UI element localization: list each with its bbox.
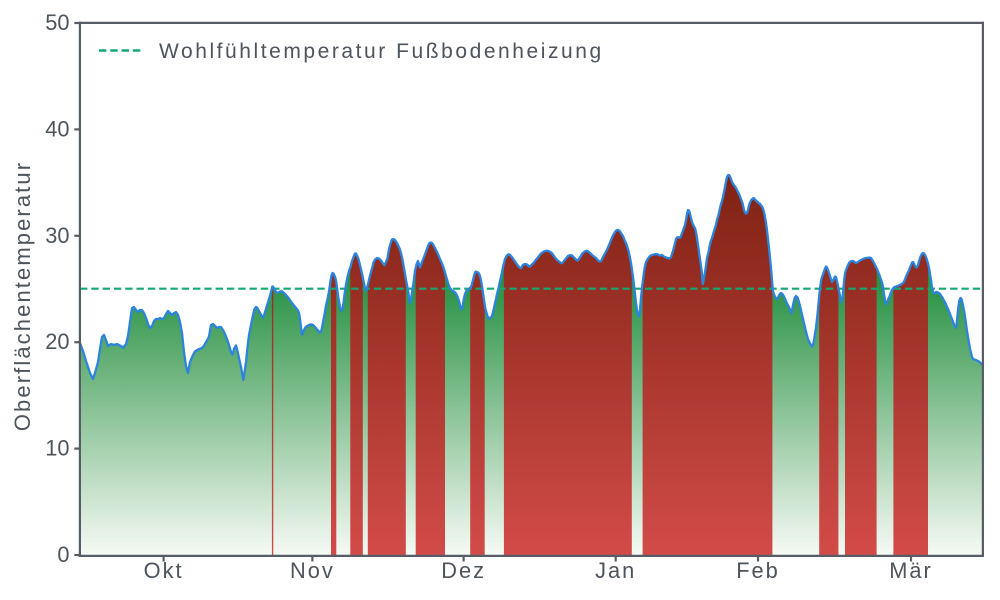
svg-text:50: 50	[45, 10, 69, 35]
svg-text:Okt: Okt	[144, 558, 184, 583]
svg-text:Dez: Dez	[441, 558, 486, 583]
svg-text:10: 10	[45, 436, 69, 461]
svg-text:20: 20	[45, 329, 69, 354]
svg-text:30: 30	[45, 223, 69, 248]
svg-text:0: 0	[57, 542, 69, 567]
svg-text:Oberflächentemperatur: Oberflächentemperatur	[10, 161, 35, 431]
svg-text:Feb: Feb	[736, 558, 780, 583]
svg-text:Wohlfühltemperatur Fußbodenhei: Wohlfühltemperatur Fußbodenheizung	[159, 40, 604, 63]
svg-text:Mär: Mär	[889, 558, 933, 583]
svg-text:Nov: Nov	[290, 558, 335, 583]
svg-text:40: 40	[45, 116, 69, 141]
svg-text:Jan: Jan	[595, 558, 636, 583]
